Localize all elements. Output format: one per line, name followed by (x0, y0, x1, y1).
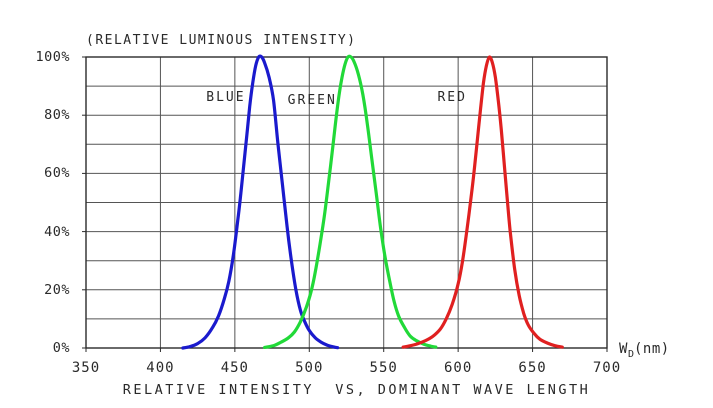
x-tick-label-450: 450 (220, 360, 249, 376)
x-tick-label-400: 400 (146, 360, 175, 376)
x-axis-unit-prefix: W (619, 341, 628, 357)
spectral-curves (181, 54, 564, 350)
y-tick-label-40: 40% (44, 223, 70, 240)
x-tick-label-650: 650 (518, 360, 547, 376)
curve-label-blue: BLUE (206, 89, 246, 105)
x-tick-label-500: 500 (295, 360, 324, 376)
y-tick-label-60: 60% (44, 165, 70, 182)
x-axis-unit-subscript: D (627, 348, 634, 360)
curve-green (263, 54, 438, 349)
curve-red (401, 55, 564, 349)
y-tick-label-20: 20% (44, 281, 70, 298)
x-tick-label-350: 350 (71, 360, 101, 376)
x-tick-label-600: 600 (443, 360, 473, 376)
x-axis-unit-label: WD(nm) (619, 341, 670, 360)
chart-caption: RELATIVE INTENSITY VS, DOMINANT WAVE LEN… (122, 382, 591, 398)
y-tick-label-0: 0% (52, 340, 70, 356)
y-tick-label-80: 80% (44, 107, 70, 124)
chart-title: (RELATIVE LUMINOUS INTENSITY) (86, 33, 357, 48)
x-axis-unit-suffix: (nm) (633, 341, 670, 357)
x-tick-label-550: 550 (369, 360, 398, 376)
curve-label-red: RED (437, 89, 467, 105)
curve-label-green: GREEN (287, 92, 337, 108)
curve-blue (181, 54, 340, 350)
x-tick-label-700: 700 (592, 360, 622, 376)
y-tick-label-100: 100% (35, 49, 70, 65)
